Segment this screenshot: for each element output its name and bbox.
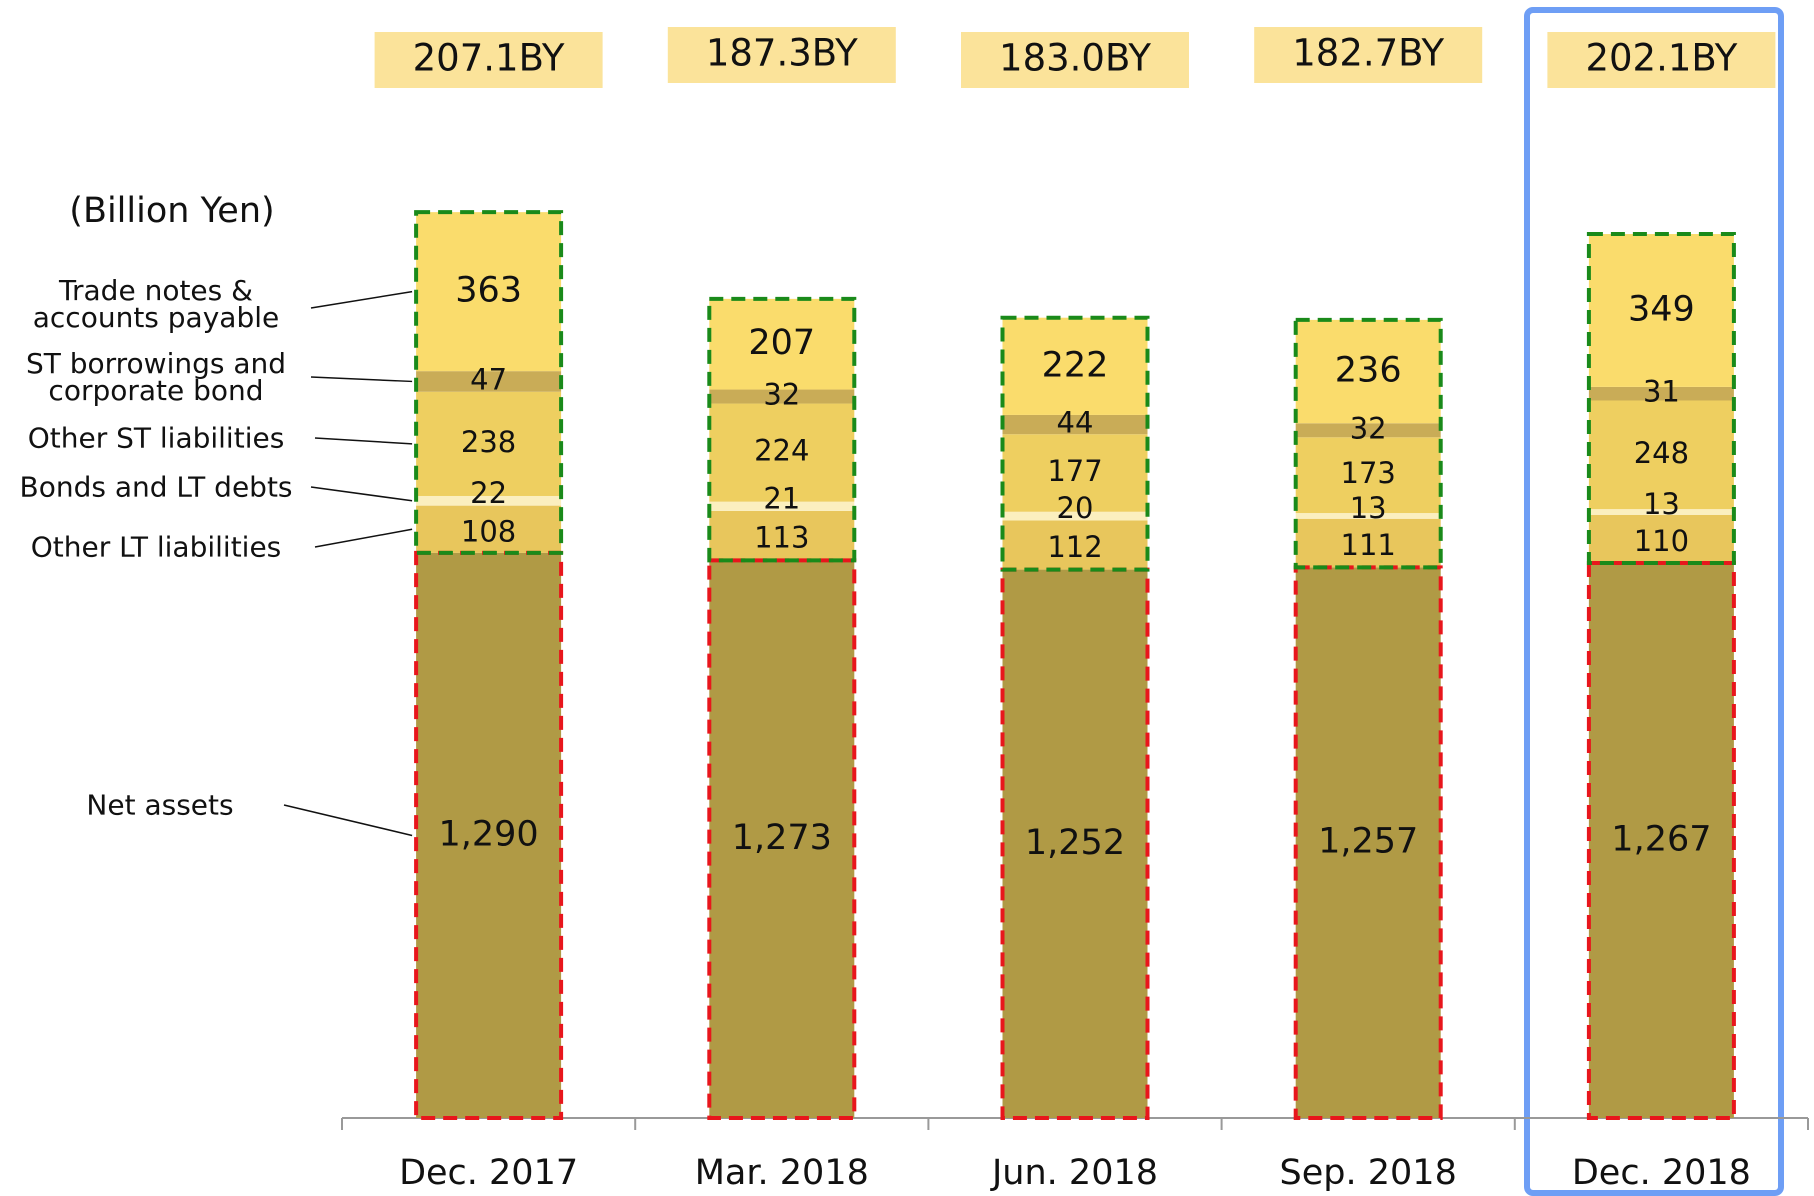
- unit-label: (Billion Yen): [69, 191, 274, 231]
- leader-line: [310, 376, 413, 383]
- data-label: 110: [1634, 524, 1689, 558]
- bar-segment: [1002, 317, 1148, 415]
- data-label: 349: [1628, 289, 1695, 329]
- bar-segment: [1002, 414, 1148, 435]
- bar-segment: [709, 510, 855, 561]
- total-label-box: [374, 32, 603, 88]
- data-label: 32: [1350, 411, 1387, 445]
- data-label: 112: [1047, 530, 1102, 564]
- liabilities-outline: [707, 296, 857, 563]
- data-label: 1,257: [1318, 822, 1418, 862]
- data-label: 44: [1057, 406, 1094, 440]
- data-label: 47: [470, 362, 507, 396]
- leader-line: [310, 290, 413, 309]
- data-label: 236: [1335, 351, 1402, 391]
- bar-segment: [1295, 437, 1441, 514]
- data-label: 32: [763, 378, 800, 412]
- bar-segment: [1002, 434, 1148, 512]
- bar-segment: [1588, 514, 1734, 564]
- leader-line: [314, 528, 413, 548]
- data-label: 21: [763, 481, 800, 515]
- net-assets-outline: [707, 558, 857, 1120]
- liabilities-outline: [414, 210, 564, 555]
- x-tick-label: Mar. 2018: [695, 1153, 869, 1193]
- x-tick-label: Dec. 2017: [399, 1153, 578, 1193]
- series-name: ST borrowings and corporate bond: [25, 347, 287, 407]
- data-label: 13: [1350, 491, 1387, 525]
- net-assets-outline: [1586, 561, 1736, 1120]
- series-name: Bonds and LT debts: [19, 470, 293, 504]
- leader-line: [310, 486, 413, 502]
- data-label: 1,252: [1025, 823, 1125, 863]
- highlight-frame: [1524, 7, 1784, 1196]
- bar-segment: [1002, 569, 1148, 1118]
- data-label: 363: [455, 271, 522, 311]
- series-name: Other ST liabilities: [27, 421, 285, 455]
- liabilities-outline: [1586, 232, 1736, 566]
- data-label: 113: [754, 521, 809, 555]
- total-label: 183.0BY: [999, 37, 1151, 80]
- bar-segment: [709, 298, 855, 390]
- x-tick-label: Jun. 2018: [990, 1153, 1158, 1193]
- data-label: 207: [748, 323, 815, 363]
- bar-segment: [1588, 563, 1734, 1118]
- data-label: 20: [1057, 491, 1094, 525]
- total-label-box: [667, 27, 896, 83]
- total-label: 202.1BY: [1585, 37, 1737, 80]
- data-label: 224: [754, 434, 809, 468]
- series-name: Trade notes & accounts payable: [32, 274, 280, 334]
- bar-segment: [1295, 423, 1441, 438]
- bar-segment: [416, 212, 562, 372]
- data-label: 1,267: [1611, 820, 1711, 860]
- liabilities-outline: [1000, 315, 1150, 572]
- bar-segment: [1295, 518, 1441, 568]
- bar-segment: [1588, 386, 1734, 401]
- data-label: 13: [1643, 487, 1680, 521]
- series-name: Other LT liabilities: [30, 530, 282, 564]
- liabilities-outline: [1293, 317, 1443, 570]
- bar-segment: [1002, 520, 1148, 570]
- leader-line: [283, 804, 413, 837]
- data-label: 1,273: [732, 818, 832, 858]
- total-label: 187.3BY: [706, 32, 858, 75]
- total-label-box: [1547, 32, 1776, 88]
- bar-segment: [709, 560, 855, 1118]
- bar-segment: [709, 501, 855, 511]
- data-label: 31: [1643, 375, 1680, 409]
- bar-segment: [709, 403, 855, 502]
- bar-segment: [416, 391, 562, 496]
- data-label: 108: [461, 514, 516, 548]
- x-tick-label: Dec. 2018: [1572, 1153, 1751, 1193]
- data-label: 248: [1634, 436, 1689, 470]
- data-label: 173: [1341, 456, 1396, 490]
- data-label: 222: [1042, 345, 1109, 385]
- data-label: 177: [1047, 454, 1102, 488]
- bar-segment: [1588, 400, 1734, 510]
- bar-segment: [709, 389, 855, 404]
- bar-segment: [416, 552, 562, 1118]
- x-tick-label: Sep. 2018: [1280, 1153, 1457, 1193]
- total-label: 207.1BY: [413, 37, 565, 80]
- data-label: 22: [470, 476, 507, 510]
- data-label: 1,290: [438, 814, 538, 854]
- bar-segment: [1588, 509, 1734, 515]
- bar-segment: [416, 371, 562, 392]
- bar-segment: [1588, 234, 1734, 387]
- bar-segment: [416, 495, 562, 506]
- data-label: 238: [461, 425, 516, 459]
- total-label-box: [1254, 27, 1483, 83]
- total-label-box: [961, 32, 1189, 88]
- total-label: 182.7BY: [1292, 32, 1444, 75]
- bar-segment: [1002, 511, 1148, 521]
- bar-segment: [416, 505, 562, 553]
- leader-line: [314, 437, 413, 445]
- bar-segment: [1295, 319, 1441, 424]
- series-name: Net assets: [86, 788, 234, 822]
- bar-segment: [1295, 513, 1441, 519]
- data-label: 111: [1341, 528, 1396, 562]
- bar-segment: [1295, 567, 1441, 1118]
